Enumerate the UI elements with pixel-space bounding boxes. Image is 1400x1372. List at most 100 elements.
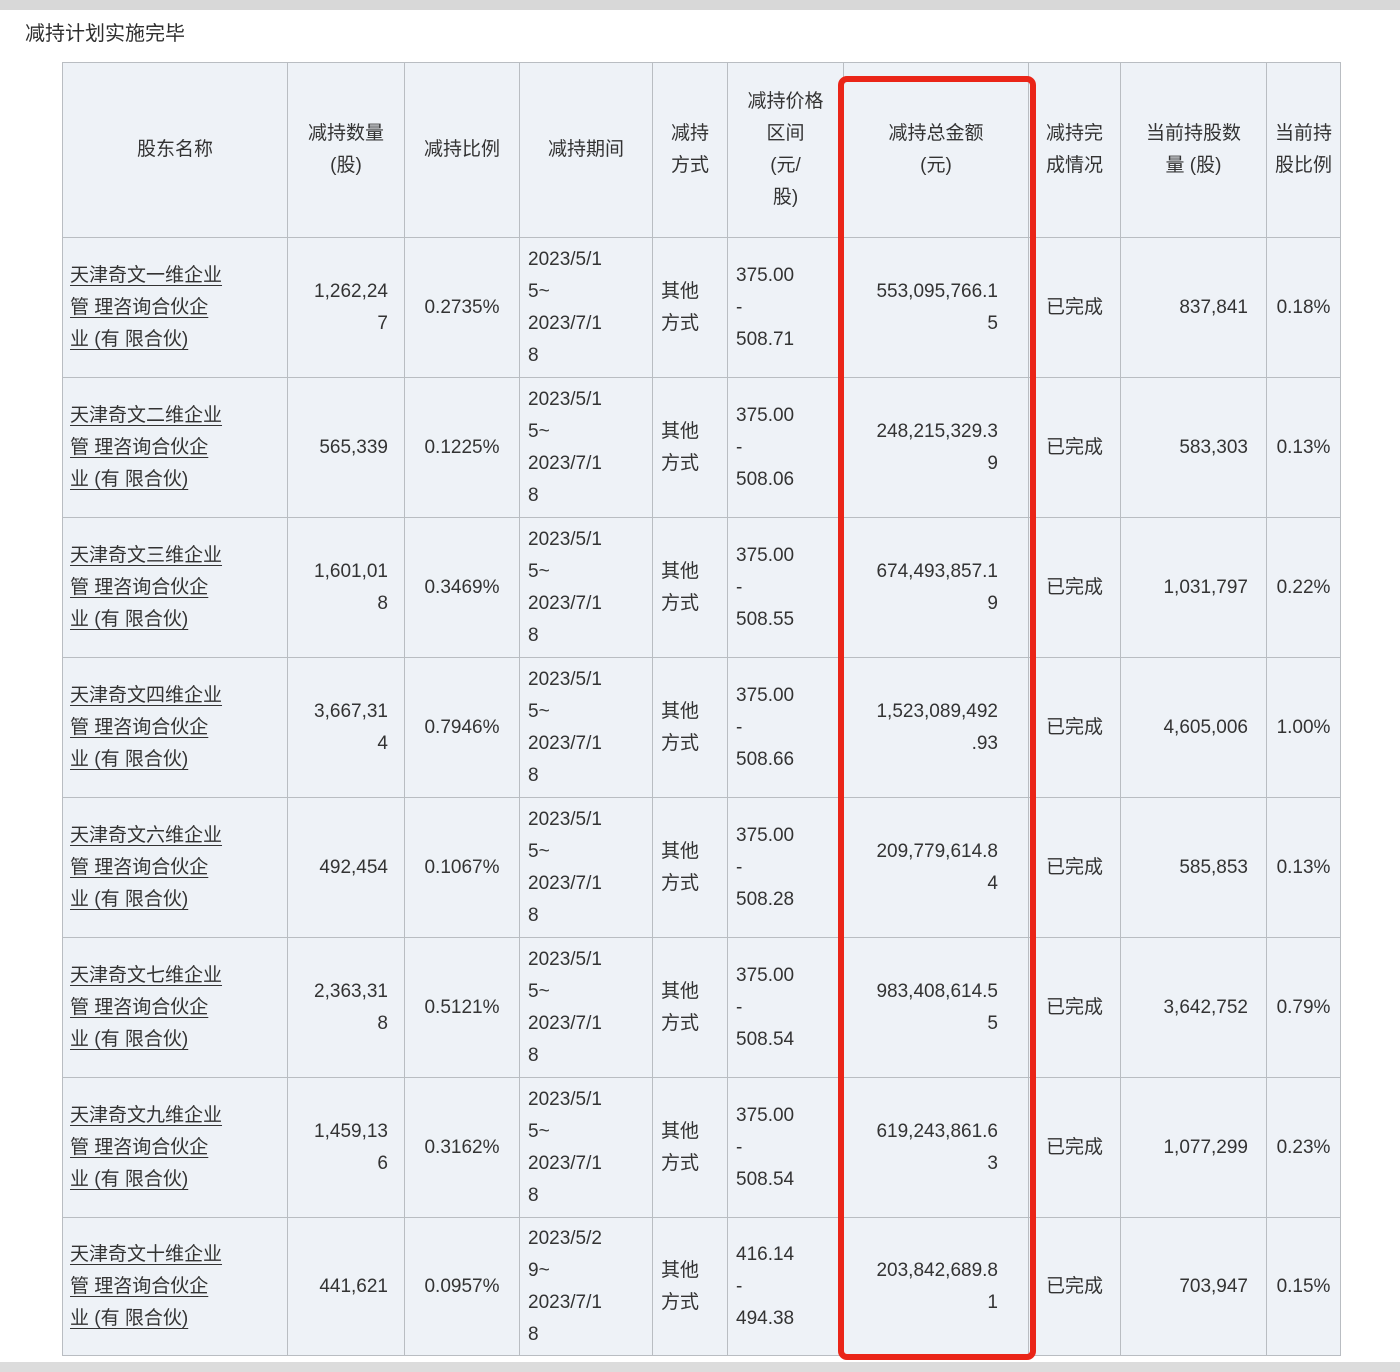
shareholder-name-link[interactable]: 天津奇文七维企业管 理咨询合伙企业 (有 限合伙) [62,937,288,1078]
cell-price_range: 375.00 - 508.06 [727,377,844,518]
column-header-ratio: 减持比例 [404,62,520,238]
cell-current_ratio: 1.00% [1266,657,1341,798]
cell-total_amount: 983,408,614.55 [843,937,1029,1078]
table-row: 天津奇文四维企业管 理咨询合伙企业 (有 限合伙) 3,667,314 0.7946… [62,657,1341,798]
cell-quantity: 565,339 [287,377,405,518]
cell-current_ratio: 0.13% [1266,797,1341,938]
table-row: 天津奇文九维企业管 理咨询合伙企业 (有 限合伙) 1,459,136 0.3162… [62,1077,1341,1218]
window-bottom-edge [0,1362,1400,1372]
shareholder-name-link[interactable]: 天津奇文二维企业管 理咨询合伙企业 (有 限合伙) [62,377,288,518]
cell-quantity: 1,262,247 [287,237,405,378]
shareholder-name-link[interactable]: 天津奇文六维企业管 理咨询合伙企业 (有 限合伙) [62,797,288,938]
column-header-current_shares: 当前持股数 量 (股) [1120,62,1267,238]
cell-method: 其他方式 [652,797,728,938]
cell-current_ratio: 0.79% [1266,937,1341,1078]
reduction-table: 股东名称 减持数量 (股) 减持比例 减持期间 减持 方式 减持价格 区间 (元/ 股) 减… [62,62,1341,1356]
cell-ratio: 0.2735% [404,237,520,378]
cell-quantity: 441,621 [287,1217,405,1356]
cell-price_range: 375.00 - 508.55 [727,517,844,658]
cell-period: 2023/5/29~ 2023/7/18 [519,1217,653,1356]
cell-total_amount: 209,779,614.84 [843,797,1029,938]
shareholder-name-link[interactable]: 天津奇文十维企业管 理咨询合伙企业 (有 限合伙) [62,1217,288,1356]
cell-status: 已完成 [1028,237,1121,378]
cell-total_amount: 553,095,766.15 [843,237,1029,378]
cell-price_range: 375.00 - 508.66 [727,657,844,798]
cell-quantity: 1,601,018 [287,517,405,658]
cell-ratio: 0.3162% [404,1077,520,1218]
cell-quantity: 3,667,314 [287,657,405,798]
shareholder-name-link[interactable]: 天津奇文四维企业管 理咨询合伙企业 (有 限合伙) [62,657,288,798]
cell-status: 已完成 [1028,1077,1121,1218]
cell-ratio: 0.1067% [404,797,520,938]
table-row: 天津奇文一维企业管 理咨询合伙企业 (有 限合伙) 1,262,247 0.2735… [62,237,1341,378]
cell-method: 其他方式 [652,377,728,518]
cell-ratio: 0.7946% [404,657,520,798]
cell-method: 其他方式 [652,237,728,378]
cell-period: 2023/5/15~ 2023/7/18 [519,237,653,378]
table-row: 天津奇文三维企业管 理咨询合伙企业 (有 限合伙) 1,601,018 0.3469… [62,517,1341,658]
cell-total_amount: 203,842,689.81 [843,1217,1029,1356]
column-header-name: 股东名称 [62,62,288,238]
cell-price_range: 375.00 - 508.71 [727,237,844,378]
column-header-status: 减持完 成情况 [1028,62,1121,238]
window-top-edge [0,0,1400,10]
cell-total_amount: 674,493,857.19 [843,517,1029,658]
table-row: 天津奇文二维企业管 理咨询合伙企业 (有 限合伙) 565,339 0.1225% 2… [62,377,1341,518]
column-header-quantity: 减持数量 (股) [287,62,405,238]
cell-current_shares: 837,841 [1120,237,1267,378]
cell-period: 2023/5/15~ 2023/7/18 [519,937,653,1078]
cell-total_amount: 1,523,089,492.93 [843,657,1029,798]
cell-quantity: 2,363,318 [287,937,405,1078]
cell-ratio: 0.5121% [404,937,520,1078]
column-header-price_range: 减持价格 区间 (元/ 股) [727,62,844,238]
cell-period: 2023/5/15~ 2023/7/18 [519,517,653,658]
shareholder-name-link[interactable]: 天津奇文一维企业管 理咨询合伙企业 (有 限合伙) [62,237,288,378]
cell-ratio: 0.0957% [404,1217,520,1356]
cell-current_ratio: 0.13% [1266,377,1341,518]
shareholder-name-link[interactable]: 天津奇文九维企业管 理咨询合伙企业 (有 限合伙) [62,1077,288,1218]
cell-period: 2023/5/15~ 2023/7/18 [519,797,653,938]
cell-current_shares: 3,642,752 [1120,937,1267,1078]
cell-quantity: 492,454 [287,797,405,938]
cell-status: 已完成 [1028,797,1121,938]
table-row: 天津奇文六维企业管 理咨询合伙企业 (有 限合伙) 492,454 0.1067% 2… [62,797,1341,938]
cell-status: 已完成 [1028,657,1121,798]
column-header-total_amount: 减持总金额 (元) [843,62,1029,238]
cell-current_shares: 1,031,797 [1120,517,1267,658]
cell-current_shares: 4,605,006 [1120,657,1267,798]
cell-method: 其他方式 [652,937,728,1078]
table-header-row: 股东名称 减持数量 (股) 减持比例 减持期间 减持 方式 减持价格 区间 (元/ 股) 减… [62,62,1341,238]
cell-price_range: 375.00 - 508.28 [727,797,844,938]
cell-price_range: 375.00 - 508.54 [727,1077,844,1218]
cell-method: 其他方式 [652,1217,728,1356]
table-body: 天津奇文一维企业管 理咨询合伙企业 (有 限合伙) 1,262,247 0.2735… [62,237,1341,1356]
table-row: 天津奇文七维企业管 理咨询合伙企业 (有 限合伙) 2,363,318 0.5121… [62,937,1341,1078]
table-row: 天津奇文十维企业管 理咨询合伙企业 (有 限合伙) 441,621 0.0957% 2… [62,1217,1341,1356]
reduction-table-container: 股东名称 减持数量 (股) 减持比例 减持期间 减持 方式 减持价格 区间 (元/ 股) 减… [62,62,1341,1356]
cell-current_shares: 703,947 [1120,1217,1267,1356]
cell-period: 2023/5/15~ 2023/7/18 [519,1077,653,1218]
cell-status: 已完成 [1028,937,1121,1078]
column-header-period: 减持期间 [519,62,653,238]
shareholder-name-link[interactable]: 天津奇文三维企业管 理咨询合伙企业 (有 限合伙) [62,517,288,658]
column-header-method: 减持 方式 [652,62,728,238]
cell-period: 2023/5/15~ 2023/7/18 [519,657,653,798]
cell-price_range: 416.14 - 494.38 [727,1217,844,1356]
cell-ratio: 0.1225% [404,377,520,518]
table-header: 股东名称 减持数量 (股) 减持比例 减持期间 减持 方式 减持价格 区间 (元/ 股) 减… [62,62,1341,238]
cell-current_shares: 583,303 [1120,377,1267,518]
column-header-current_ratio: 当前持 股比例 [1266,62,1341,238]
cell-ratio: 0.3469% [404,517,520,658]
cell-current_shares: 585,853 [1120,797,1267,938]
cell-current_ratio: 0.22% [1266,517,1341,658]
cell-period: 2023/5/15~ 2023/7/18 [519,377,653,518]
cell-status: 已完成 [1028,377,1121,518]
cell-quantity: 1,459,136 [287,1077,405,1218]
cell-status: 已完成 [1028,517,1121,658]
cell-current_ratio: 0.23% [1266,1077,1341,1218]
cell-current_ratio: 0.15% [1266,1217,1341,1356]
cell-method: 其他方式 [652,1077,728,1218]
page-title: 减持计划实施完毕 [25,23,185,45]
cell-method: 其他方式 [652,657,728,798]
cell-total_amount: 248,215,329.39 [843,377,1029,518]
